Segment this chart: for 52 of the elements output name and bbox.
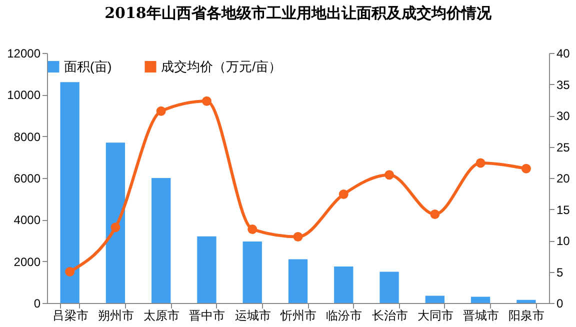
y2-tick-label: 40 bbox=[556, 46, 570, 60]
chart-title: 2018年山西省各地级市工业用地出让面积及成交均价情况 bbox=[104, 4, 492, 22]
y2-tick-label: 10 bbox=[556, 234, 570, 248]
legend-label: 面积(亩) bbox=[64, 58, 112, 74]
x-tick-label: 长治市 bbox=[372, 308, 408, 322]
y-tick-label: 10000 bbox=[7, 88, 41, 102]
x-tick-label: 阳泉市 bbox=[508, 308, 545, 322]
x-tick-label: 临汾市 bbox=[326, 308, 362, 322]
y2-tick-label: 20 bbox=[556, 172, 570, 186]
point bbox=[110, 222, 120, 232]
bar bbox=[106, 142, 126, 303]
x-tick-label: 晋城市 bbox=[463, 308, 500, 322]
y2-tick-label: 15 bbox=[556, 202, 570, 217]
y2-tick-label: 0 bbox=[556, 296, 564, 310]
point bbox=[384, 170, 394, 180]
point bbox=[430, 210, 440, 219]
x-tick-label: 大同市 bbox=[417, 308, 454, 322]
y2-tick-label: 25 bbox=[556, 140, 570, 154]
y-tick-label: 8000 bbox=[14, 130, 41, 144]
y-tick-label: 0 bbox=[34, 296, 41, 310]
bar bbox=[425, 296, 444, 303]
x-tick-label: 运城市 bbox=[234, 308, 271, 322]
bar bbox=[334, 266, 354, 303]
y2-tick-label: 30 bbox=[556, 109, 570, 123]
point bbox=[293, 232, 303, 242]
y-tick-label: 2000 bbox=[14, 254, 41, 269]
bar bbox=[197, 236, 216, 303]
bar bbox=[288, 259, 308, 303]
point bbox=[202, 96, 212, 106]
bar bbox=[470, 296, 490, 303]
x-tick-label: 吕梁市 bbox=[52, 308, 88, 322]
y2-tick-label: 35 bbox=[556, 78, 570, 92]
y2-tick-label: 5 bbox=[556, 265, 564, 280]
x-tick-label: 忻州市 bbox=[280, 308, 316, 322]
point bbox=[156, 106, 166, 116]
bar bbox=[516, 300, 536, 303]
bar bbox=[242, 242, 262, 303]
y-tick-label: 12000 bbox=[7, 46, 41, 60]
point bbox=[521, 164, 531, 174]
x-tick-label: 太原市 bbox=[144, 308, 180, 322]
point bbox=[248, 224, 258, 234]
bar bbox=[60, 82, 80, 303]
point bbox=[65, 267, 75, 276]
y-tick-label: 4000 bbox=[14, 213, 41, 228]
x-tick-label: 朔州市 bbox=[98, 308, 134, 322]
x-tick-label: 晋中市 bbox=[189, 308, 226, 322]
point bbox=[476, 158, 486, 168]
bar bbox=[152, 178, 171, 303]
bar bbox=[380, 272, 399, 303]
point bbox=[338, 190, 348, 199]
y-tick-label: 6000 bbox=[14, 172, 41, 186]
legend-label: 成交均价（万元/亩） bbox=[161, 58, 282, 74]
